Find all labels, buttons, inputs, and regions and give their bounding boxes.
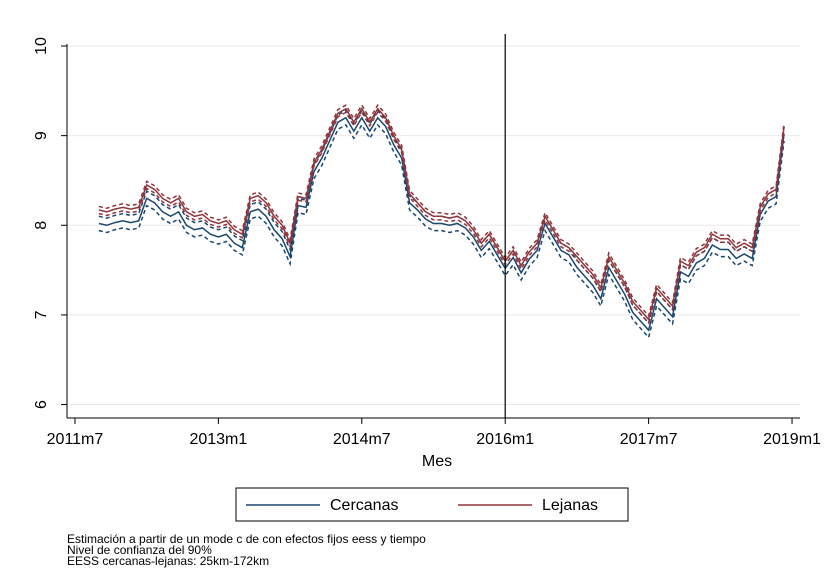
- y-tick-label: 9: [33, 131, 50, 140]
- y-tick-label: 8: [33, 221, 50, 230]
- note: Estimación a partir de un mode c de con …: [67, 532, 426, 546]
- legend-label: Cercanas: [330, 497, 398, 514]
- series-line: [98, 107, 785, 321]
- x-tick-label: 2014m7: [333, 431, 391, 448]
- y-tick-label: 6: [33, 400, 50, 409]
- x-tick-label: 2016m1: [476, 431, 534, 448]
- ci-lower-line: [98, 110, 785, 325]
- x-tick-label: 2017m7: [620, 431, 678, 448]
- ci-lower-line: [98, 123, 785, 339]
- x-tick-label: 2013m1: [189, 431, 247, 448]
- y-tick-label: 10: [33, 37, 50, 55]
- note: EESS cercanas-lejanas: 25km-172km: [67, 554, 269, 568]
- ci-upper-line: [98, 103, 785, 318]
- x-tick-label: 2011m7: [47, 431, 104, 448]
- x-axis-label: Mes: [422, 453, 452, 470]
- legend-label: Lejanas: [542, 497, 598, 514]
- series-line: [98, 116, 785, 332]
- y-tick-label: 7: [33, 310, 50, 319]
- note: Nivel de confianza del 90%: [67, 543, 212, 557]
- x-tick-label: 2019m1: [763, 431, 821, 448]
